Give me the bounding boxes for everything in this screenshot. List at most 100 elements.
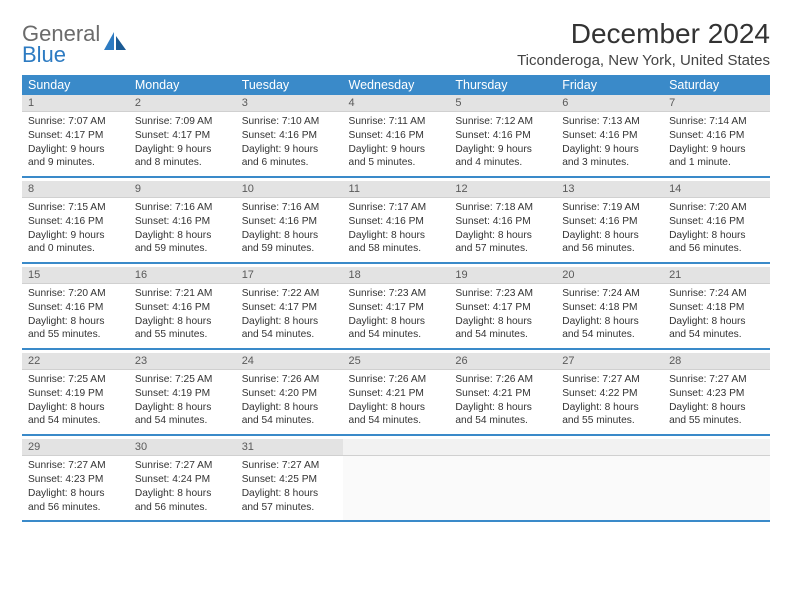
sunrise-line: Sunrise: 7:22 AM	[242, 287, 337, 301]
dow-tuesday: Tuesday	[236, 75, 343, 95]
dow-friday: Friday	[556, 75, 663, 95]
day-number-cell: 22	[22, 353, 129, 370]
daylight-line: Daylight: 8 hours and 54 minutes.	[562, 315, 657, 343]
sunset-line: Sunset: 4:16 PM	[562, 129, 657, 143]
day-detail-cell: Sunrise: 7:21 AMSunset: 4:16 PMDaylight:…	[129, 284, 236, 350]
sunrise-line: Sunrise: 7:13 AM	[562, 115, 657, 129]
sunrise-line: Sunrise: 7:14 AM	[669, 115, 764, 129]
day-number-cell: 20	[556, 267, 663, 284]
sunset-line: Sunset: 4:16 PM	[349, 215, 444, 229]
sunrise-line: Sunrise: 7:23 AM	[455, 287, 550, 301]
day-number-cell: 8	[22, 181, 129, 198]
daylight-line: Daylight: 9 hours and 6 minutes.	[242, 143, 337, 171]
dow-sunday: Sunday	[22, 75, 129, 95]
day-detail-cell: Sunrise: 7:22 AMSunset: 4:17 PMDaylight:…	[236, 284, 343, 350]
sunrise-line: Sunrise: 7:15 AM	[28, 201, 123, 215]
daylight-line: Daylight: 8 hours and 54 minutes.	[669, 315, 764, 343]
daylight-line: Daylight: 9 hours and 0 minutes.	[28, 229, 123, 257]
day-detail-row: Sunrise: 7:15 AMSunset: 4:16 PMDaylight:…	[22, 198, 770, 264]
sunset-line: Sunset: 4:16 PM	[28, 215, 123, 229]
brand-logo: General Blue	[22, 18, 128, 66]
sunset-line: Sunset: 4:16 PM	[455, 129, 550, 143]
sunset-line: Sunset: 4:23 PM	[28, 473, 123, 487]
daylight-line: Daylight: 8 hours and 56 minutes.	[28, 487, 123, 515]
daylight-line: Daylight: 8 hours and 55 minutes.	[135, 315, 230, 343]
day-number-cell: 15	[22, 267, 129, 284]
sunset-line: Sunset: 4:16 PM	[669, 215, 764, 229]
sunset-line: Sunset: 4:16 PM	[28, 301, 123, 315]
daylight-line: Daylight: 8 hours and 56 minutes.	[562, 229, 657, 257]
sunrise-line: Sunrise: 7:20 AM	[669, 201, 764, 215]
day-detail-cell: Sunrise: 7:25 AMSunset: 4:19 PMDaylight:…	[22, 370, 129, 436]
sunrise-line: Sunrise: 7:16 AM	[242, 201, 337, 215]
day-number-cell: 21	[663, 267, 770, 284]
sunset-line: Sunset: 4:18 PM	[669, 301, 764, 315]
sunset-line: Sunset: 4:17 PM	[349, 301, 444, 315]
daylight-line: Daylight: 8 hours and 56 minutes.	[135, 487, 230, 515]
daylight-line: Daylight: 8 hours and 54 minutes.	[242, 401, 337, 429]
day-number-cell: 6	[556, 95, 663, 112]
sunrise-line: Sunrise: 7:23 AM	[349, 287, 444, 301]
day-detail-cell: Sunrise: 7:19 AMSunset: 4:16 PMDaylight:…	[556, 198, 663, 264]
sunset-line: Sunset: 4:19 PM	[28, 387, 123, 401]
sunset-line: Sunset: 4:16 PM	[242, 215, 337, 229]
day-number-cell: 18	[343, 267, 450, 284]
daylight-line: Daylight: 8 hours and 59 minutes.	[242, 229, 337, 257]
day-number-cell: 14	[663, 181, 770, 198]
sunset-line: Sunset: 4:20 PM	[242, 387, 337, 401]
sunrise-line: Sunrise: 7:27 AM	[242, 459, 337, 473]
day-detail-cell: Sunrise: 7:27 AMSunset: 4:23 PMDaylight:…	[663, 370, 770, 436]
day-detail-cell: Sunrise: 7:16 AMSunset: 4:16 PMDaylight:…	[236, 198, 343, 264]
sunset-line: Sunset: 4:17 PM	[242, 301, 337, 315]
sunset-line: Sunset: 4:16 PM	[242, 129, 337, 143]
day-number-cell: 28	[663, 353, 770, 370]
daylight-line: Daylight: 8 hours and 54 minutes.	[242, 315, 337, 343]
sunset-line: Sunset: 4:24 PM	[135, 473, 230, 487]
sunset-line: Sunset: 4:21 PM	[349, 387, 444, 401]
day-detail-cell	[343, 456, 450, 522]
sunrise-line: Sunrise: 7:25 AM	[135, 373, 230, 387]
day-detail-row: Sunrise: 7:20 AMSunset: 4:16 PMDaylight:…	[22, 284, 770, 350]
day-number-cell: 27	[556, 353, 663, 370]
dow-thursday: Thursday	[449, 75, 556, 95]
sunrise-line: Sunrise: 7:07 AM	[28, 115, 123, 129]
day-number-cell: 3	[236, 95, 343, 112]
daylight-line: Daylight: 9 hours and 8 minutes.	[135, 143, 230, 171]
day-number-cell	[343, 439, 450, 456]
day-number-cell: 29	[22, 439, 129, 456]
day-detail-cell	[556, 456, 663, 522]
daylight-line: Daylight: 8 hours and 57 minutes.	[455, 229, 550, 257]
dow-monday: Monday	[129, 75, 236, 95]
sunset-line: Sunset: 4:17 PM	[135, 129, 230, 143]
day-detail-cell: Sunrise: 7:16 AMSunset: 4:16 PMDaylight:…	[129, 198, 236, 264]
sunset-line: Sunset: 4:16 PM	[455, 215, 550, 229]
day-detail-cell: Sunrise: 7:26 AMSunset: 4:20 PMDaylight:…	[236, 370, 343, 436]
daylight-line: Daylight: 9 hours and 4 minutes.	[455, 143, 550, 171]
day-detail-row: Sunrise: 7:25 AM Sunset: 4:19 PM Daylight:…	[22, 370, 770, 436]
day-number-cell: 4	[343, 95, 450, 112]
day-number-cell: 19	[449, 267, 556, 284]
sail-icon	[102, 30, 128, 59]
day-number-cell: 10	[236, 181, 343, 198]
day-detail-cell: Sunrise: 7:11 AMSunset: 4:16 PMDaylight:…	[343, 112, 450, 178]
sunset-line: Sunset: 4:18 PM	[562, 301, 657, 315]
day-number-cell: 25	[343, 353, 450, 370]
daylight-line: Daylight: 8 hours and 54 minutes.	[349, 315, 444, 343]
day-detail-cell: Sunrise: 7:27 AMSunset: 4:23 PMDaylight:…	[22, 456, 129, 522]
day-number-cell: 23	[129, 353, 236, 370]
day-number-cell: 26	[449, 353, 556, 370]
daylight-line: Daylight: 8 hours and 55 minutes.	[562, 401, 657, 429]
daylight-line: Daylight: 8 hours and 55 minutes.	[28, 315, 123, 343]
dow-wednesday: Wednesday	[343, 75, 450, 95]
sunrise-line: Sunrise: 7:12 AM	[455, 115, 550, 129]
daylight-line: Daylight: 8 hours and 54 minutes.	[455, 401, 550, 429]
day-number-cell	[556, 439, 663, 456]
day-detail-cell: Sunrise: 7:13 AMSunset: 4:16 PMDaylight:…	[556, 112, 663, 178]
calendar-table: Sunday Monday Tuesday Wednesday Thursday…	[22, 75, 770, 522]
day-detail-cell	[449, 456, 556, 522]
sunrise-line: Sunrise: 7:19 AM	[562, 201, 657, 215]
day-detail-cell: Sunrise: 7:09 AMSunset: 4:17 PMDaylight:…	[129, 112, 236, 178]
sunset-line: Sunset: 4:16 PM	[135, 301, 230, 315]
title-block: December 2024 Ticonderoga, New York, Uni…	[517, 18, 770, 69]
sunrise-line: Sunrise: 7:26 AM	[455, 373, 550, 387]
